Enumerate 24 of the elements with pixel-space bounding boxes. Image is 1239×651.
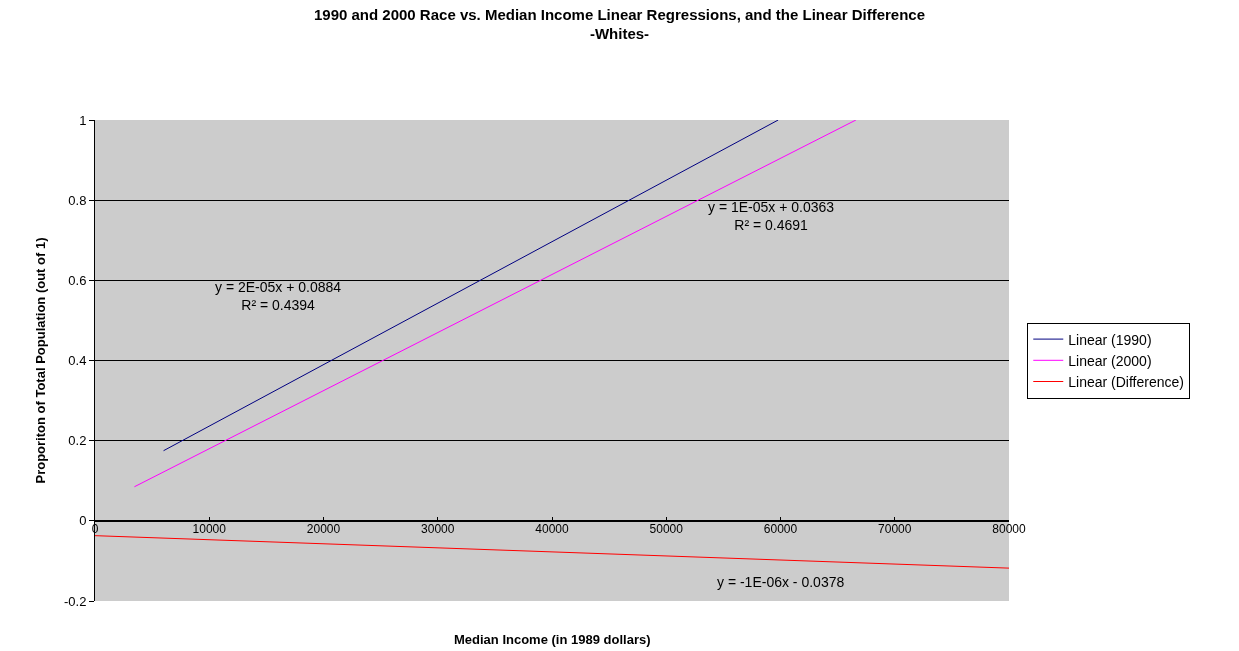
x-tick-label: 30000 — [421, 522, 455, 537]
annotation: y = 2E-05x + 0.0884 R² = 0.4394 — [215, 279, 342, 314]
x-tick-label: 60000 — [763, 522, 798, 537]
annotation: y = 1E-05x + 0.0363 R² = 0.4691 — [708, 199, 835, 234]
x-tick-label: 70000 — [878, 522, 912, 537]
x-tick-label: 20000 — [306, 522, 341, 537]
y-tick-label: 0.8 — [68, 192, 87, 208]
x-axis-title: Median Income (in 1989 dollars) — [454, 632, 651, 647]
x-tick-label: 40000 — [535, 522, 570, 537]
y-tick-label: 1 — [79, 112, 87, 128]
legend-label: Linear (Difference) — [1068, 373, 1184, 390]
x-tick-label: 10000 — [192, 522, 227, 537]
legend-label: Linear (2000) — [1068, 352, 1152, 369]
y-tick-label: 0.6 — [68, 272, 87, 288]
y-tick-label: 0.2 — [68, 433, 87, 449]
x-tick-label: 80000 — [992, 522, 1027, 537]
y-tick-label: 0.4 — [68, 353, 87, 369]
legend-label: Linear (1990) — [1068, 331, 1152, 348]
y-tick-label: -0.2 — [63, 593, 87, 609]
chart-title: 1990 and 2000 Race vs. Median Income Linear Regressions, and the Linear Difference — [313, 5, 926, 23]
annotation: y = -1E-06x - 0.0378 — [717, 574, 845, 590]
x-tick-label: 50000 — [649, 522, 684, 537]
chart-subtitle: -Whites- — [589, 25, 650, 43]
y-axis-title: Proporiton of Total Population (out of 1) — [32, 237, 48, 484]
